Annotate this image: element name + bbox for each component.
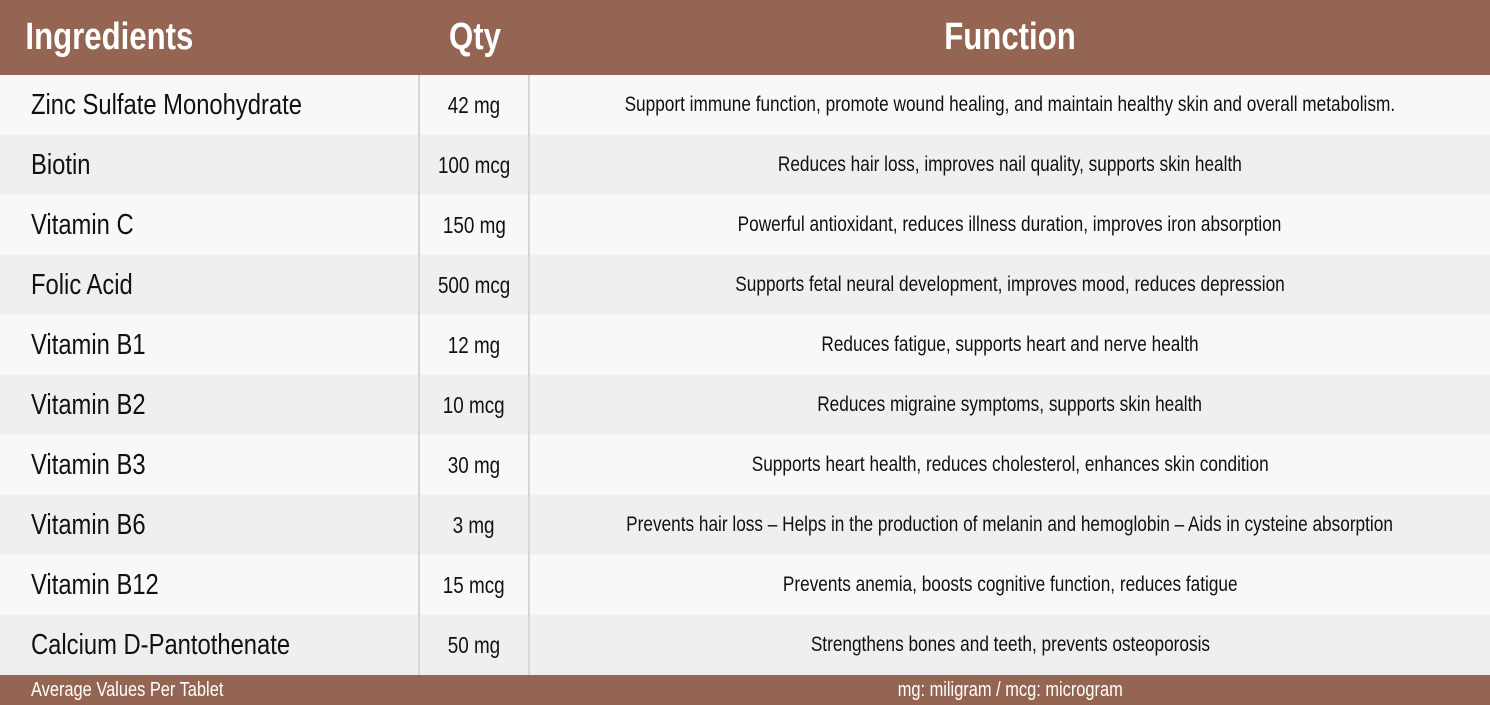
table-row: Vitamin B12 15 mcg Prevents anemia, boos… [0, 555, 1490, 615]
ingredient-qty: 100 mcg [437, 151, 511, 178]
ingredient-name: Zinc Sulfate Monohydrate [31, 88, 302, 121]
ingredient-name: Folic Acid [31, 268, 133, 301]
table-row: Vitamin B1 12 mg Reduces fatigue, suppor… [0, 315, 1490, 375]
ingredient-function: Powerful antioxidant, reduces illness du… [738, 213, 1282, 236]
header-function: Function [944, 16, 1076, 58]
table-row: Vitamin B3 30 mg Supports heart health, … [0, 435, 1490, 495]
footer-note-left: Average Values Per Tablet [31, 678, 224, 701]
table-row: Calcium D-Pantothenate 50 mg Strengthens… [0, 615, 1490, 675]
table-row: Zinc Sulfate Monohydrate 42 mg Support i… [0, 75, 1490, 135]
table-body: Zinc Sulfate Monohydrate 42 mg Support i… [0, 75, 1490, 675]
ingredient-function: Strengthens bones and teeth, prevents os… [810, 633, 1210, 656]
ingredient-qty: 50 mg [447, 631, 501, 658]
ingredient-qty: 150 mg [442, 211, 506, 238]
ingredient-qty: 30 mg [447, 451, 501, 478]
table-row: Vitamin B2 10 mcg Reduces migraine sympt… [0, 375, 1490, 435]
ingredient-function: Supports heart health, reduces cholester… [751, 453, 1269, 476]
ingredient-qty: 3 mg [453, 511, 495, 538]
ingredient-name: Vitamin B12 [31, 568, 159, 601]
table-row: Vitamin B6 3 mg Prevents hair loss – Hel… [0, 495, 1490, 555]
ingredient-name: Vitamin C [31, 208, 134, 241]
ingredient-function: Prevents anemia, boosts cognitive functi… [782, 573, 1238, 596]
ingredient-name: Vitamin B6 [31, 508, 146, 541]
ingredient-qty: 10 mcg [443, 391, 505, 418]
ingredient-name: Biotin [31, 148, 91, 181]
table-footer: Average Values Per Tablet mg: miligram /… [0, 675, 1490, 705]
ingredient-function: Reduces fatigue, supports heart and nerv… [821, 333, 1199, 356]
ingredient-function: Reduces migraine symptoms, supports skin… [817, 393, 1203, 416]
ingredient-name: Calcium D-Pantothenate [31, 628, 291, 661]
table-row: Vitamin C 150 mg Powerful antioxidant, r… [0, 195, 1490, 255]
header-ingredients: Ingredients [25, 16, 194, 58]
ingredient-function: Reduces hair loss, improves nail quality… [778, 153, 1242, 176]
footer-note-right: mg: miligram / mcg: microgram [897, 678, 1123, 701]
ingredient-function: Supports fetal neural development, impro… [735, 273, 1285, 296]
ingredient-qty: 12 mg [447, 331, 501, 358]
table-row: Biotin 100 mcg Reduces hair loss, improv… [0, 135, 1490, 195]
header-qty: Qty [449, 16, 501, 58]
table-row: Folic Acid 500 mcg Supports fetal neural… [0, 255, 1490, 315]
ingredient-qty: 500 mcg [437, 271, 511, 298]
ingredient-function: Prevents hair loss – Helps in the produc… [626, 513, 1394, 536]
ingredient-function: Support immune function, promote wound h… [624, 93, 1396, 116]
ingredient-name: Vitamin B3 [31, 448, 146, 481]
ingredient-name: Vitamin B1 [31, 328, 146, 361]
ingredient-name: Vitamin B2 [31, 388, 146, 421]
ingredient-qty: 15 mcg [443, 571, 505, 598]
table-header: Ingredients Qty Function [0, 0, 1490, 75]
ingredient-qty: 42 mg [447, 91, 501, 118]
